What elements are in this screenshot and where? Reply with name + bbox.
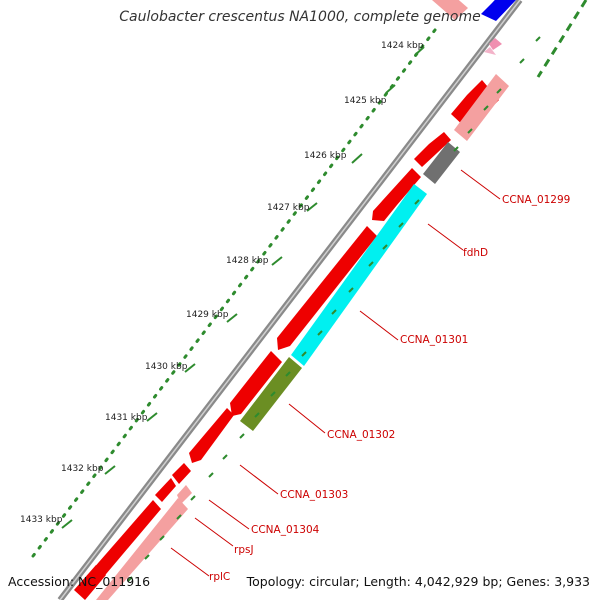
tick-mark-1432 — [104, 465, 116, 475]
tick-mark-1427 — [306, 202, 318, 212]
gene-arrow-3 — [372, 168, 421, 221]
inner-tick-15 — [285, 371, 291, 377]
gene-arrow-7 — [172, 463, 191, 484]
label-CCNA_01303: CCNA_01303 — [280, 489, 348, 501]
pink-marker-small — [484, 47, 496, 55]
inner-tick-6 — [453, 146, 459, 152]
tick-mark-1431 — [146, 412, 158, 422]
callout-fdhD — [427, 223, 464, 251]
inner-tick-1 — [535, 36, 541, 42]
gene-arrow-6 — [189, 408, 234, 463]
gene-fdhD — [423, 142, 460, 184]
inner-tick-11 — [348, 287, 354, 293]
gene-arrow-10 — [74, 565, 106, 600]
callout-CCNA_01304 — [208, 499, 250, 530]
gene-rpsJ — [177, 485, 192, 504]
tick-label-1426: 1426 kbp — [304, 151, 347, 161]
tick-mark-1430 — [184, 363, 196, 373]
gene-CCNA_01301 — [291, 184, 427, 366]
inner-tick-9 — [382, 244, 388, 250]
tick-mark-1433 — [61, 519, 73, 529]
inner-tick-17 — [254, 412, 260, 418]
callout-CCNA_01302 — [288, 403, 326, 434]
gene-arrow-pale-top — [432, 0, 468, 20]
pink-marker-top — [489, 38, 502, 50]
callout-rpsJ — [194, 517, 234, 547]
inner-tick-3 — [496, 88, 502, 94]
tick-marks — [61, 46, 425, 529]
inner-tick-7 — [414, 199, 420, 205]
genome-backbone-highlight — [59, 0, 521, 600]
gene-CCNA_01299 — [454, 74, 509, 141]
tick-label-1433: 1433 kbp — [20, 515, 63, 525]
tick-label-1430: 1430 kbp — [145, 362, 188, 372]
genome-summary-text: Topology: circular; Length: 4,042,929 bp… — [246, 574, 590, 589]
inner-tick-4 — [483, 105, 489, 111]
label-CCNA_01301: CCNA_01301 — [400, 334, 468, 346]
tick-mark-1429 — [226, 313, 238, 323]
callout-CCNA_01303 — [239, 464, 279, 495]
label-CCNA_01302: CCNA_01302 — [327, 429, 395, 441]
accession-text: Accession: NC_011916 — [8, 574, 151, 589]
tick-mark-1426 — [351, 153, 363, 164]
inner-tick-12 — [331, 309, 337, 315]
label-CCNA_01304: CCNA_01304 — [251, 524, 320, 536]
tick-label-1431: 1431 kbp — [105, 413, 148, 423]
inner-tick-marks — [127, 36, 541, 582]
gene-arrow-9 — [92, 500, 161, 580]
right-dashed-ruler — [536, 0, 588, 78]
inner-tick-10 — [368, 261, 374, 267]
tick-mark-1424 — [414, 46, 425, 56]
inner-tick-23 — [159, 535, 165, 541]
label-rpsJ: rpsJ — [234, 544, 254, 556]
inner-tick-24 — [144, 554, 150, 560]
tick-label-1428: 1428 kbp — [226, 256, 269, 266]
inner-tick-5 — [467, 128, 473, 134]
inner-tick-21 — [190, 495, 196, 501]
callout-CCNA_01301 — [359, 310, 399, 341]
inner-tick-22 — [176, 514, 182, 520]
inner-tick-14 — [301, 351, 307, 357]
inner-tick-13 — [317, 330, 323, 336]
inner-tick-20 — [208, 472, 214, 478]
map-title: Caulobacter crescentus NA1000, complete … — [119, 9, 481, 25]
tick-labels: 1424 kbp 1425 kbp 1426 kbp 1427 kbp 1428… — [20, 41, 424, 525]
gene-rplC — [96, 498, 188, 600]
tick-label-1427: 1427 kbp — [267, 203, 310, 213]
inner-tick-2 — [519, 58, 525, 64]
inner-tick-16 — [270, 391, 276, 397]
label-CCNA_01299: CCNA_01299 — [502, 194, 570, 206]
gene-arrow-4 — [277, 226, 377, 350]
tick-mark-1425 — [385, 84, 396, 94]
label-fdhD: fdhD — [463, 247, 488, 259]
tick-label-1429: 1429 kbp — [186, 310, 229, 320]
inner-tick-19 — [222, 454, 228, 460]
inner-tick-25 — [127, 576, 133, 582]
label-rplC: rplC — [209, 571, 230, 583]
outer-dotted-ruler — [28, 28, 437, 562]
tick-label-1425: 1425 kbp — [344, 96, 387, 106]
tick-mark-1428 — [271, 256, 283, 266]
gene-arrow-5 — [230, 351, 282, 416]
callout-CCNA_01299 — [460, 169, 501, 200]
blue-feature — [481, 0, 516, 21]
gene-arrow-8 — [155, 478, 176, 502]
tick-label-1424: 1424 kbp — [381, 41, 424, 51]
tick-label-1432: 1432 kbp — [61, 464, 104, 474]
inner-tick-18 — [239, 433, 245, 439]
inner-tick-8 — [398, 222, 404, 228]
gene-arrow-2 — [414, 132, 451, 167]
gene-labels: CCNA_01299 fdhD CCNA_01301 CCNA_01302 CC… — [209, 194, 570, 583]
callout-rplC — [170, 547, 210, 577]
